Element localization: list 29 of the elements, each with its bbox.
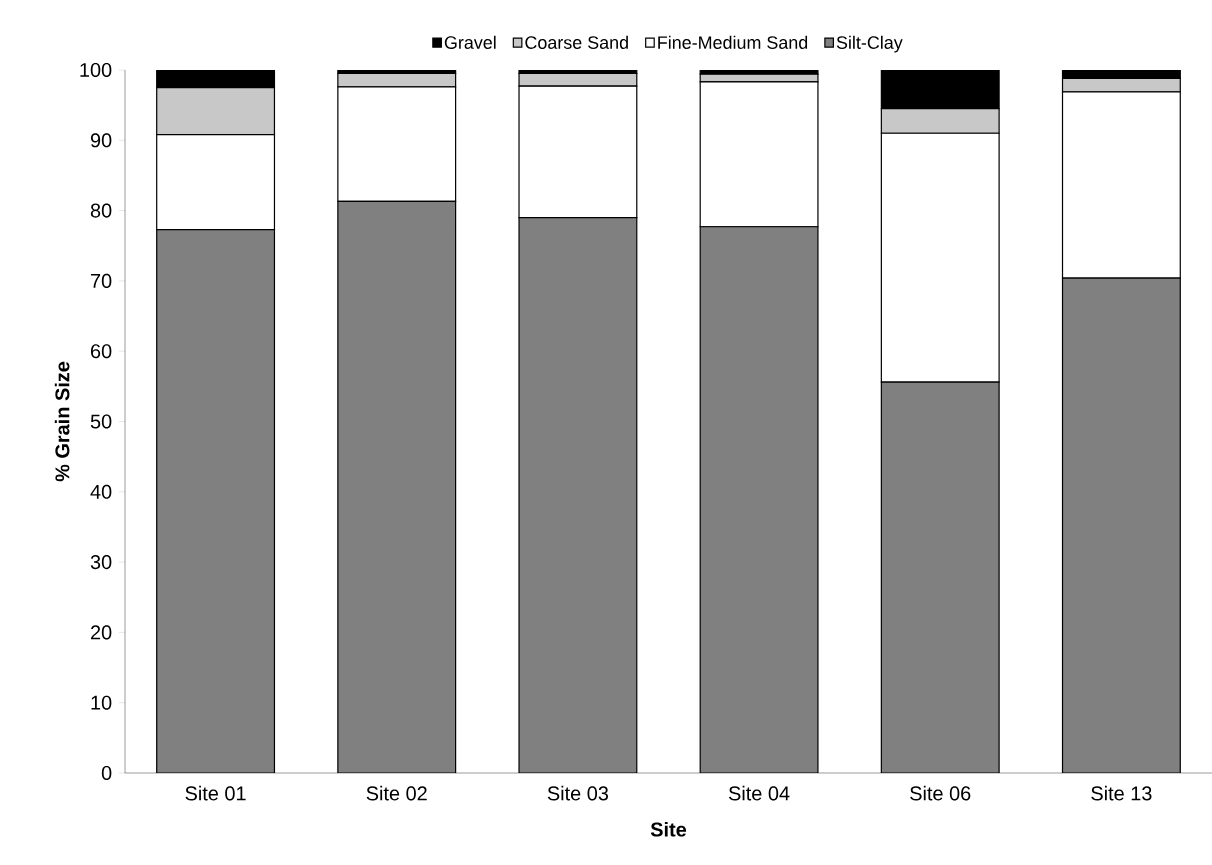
legend-label: Coarse Sand <box>525 35 628 49</box>
y-tick-label: 90 <box>90 133 112 148</box>
legend-label: Silt-Clay <box>836 35 903 53</box>
x-tick-label: Site 03 <box>547 785 609 801</box>
y-tick-label: 20 <box>91 625 112 640</box>
y-tick-label: 40 <box>90 484 112 499</box>
x-tick-label: Site 02 <box>366 785 427 801</box>
bar <box>880 381 1000 773</box>
x-tick-label: Site 13 <box>1091 785 1152 801</box>
bar <box>518 217 638 773</box>
x-tick-label: Site 04 <box>728 785 790 801</box>
y-tick-label: 0 <box>101 765 112 781</box>
legend-label: Fine-Medium Sand <box>658 35 808 49</box>
y-tick-label: 100 <box>80 62 112 78</box>
y-tick-label: 60 <box>91 344 112 359</box>
x-tick-label: Site 06 <box>910 785 971 801</box>
bar <box>1061 277 1181 773</box>
y-tick-label: 30 <box>90 555 112 570</box>
y-tick-label: 80 <box>90 203 112 218</box>
legend-label: Gravel <box>444 35 496 49</box>
x-tick-label: Site 01 <box>185 785 246 801</box>
bar <box>699 226 819 773</box>
bar <box>337 200 457 773</box>
y-tick-label: 70 <box>91 273 112 288</box>
bar <box>156 228 276 773</box>
y-axis-title: % Grain Size <box>54 361 70 482</box>
y-tick-label: 10 <box>91 695 112 710</box>
y-tick-label: 50 <box>90 414 112 429</box>
x-axis-title: Site <box>650 821 687 837</box>
